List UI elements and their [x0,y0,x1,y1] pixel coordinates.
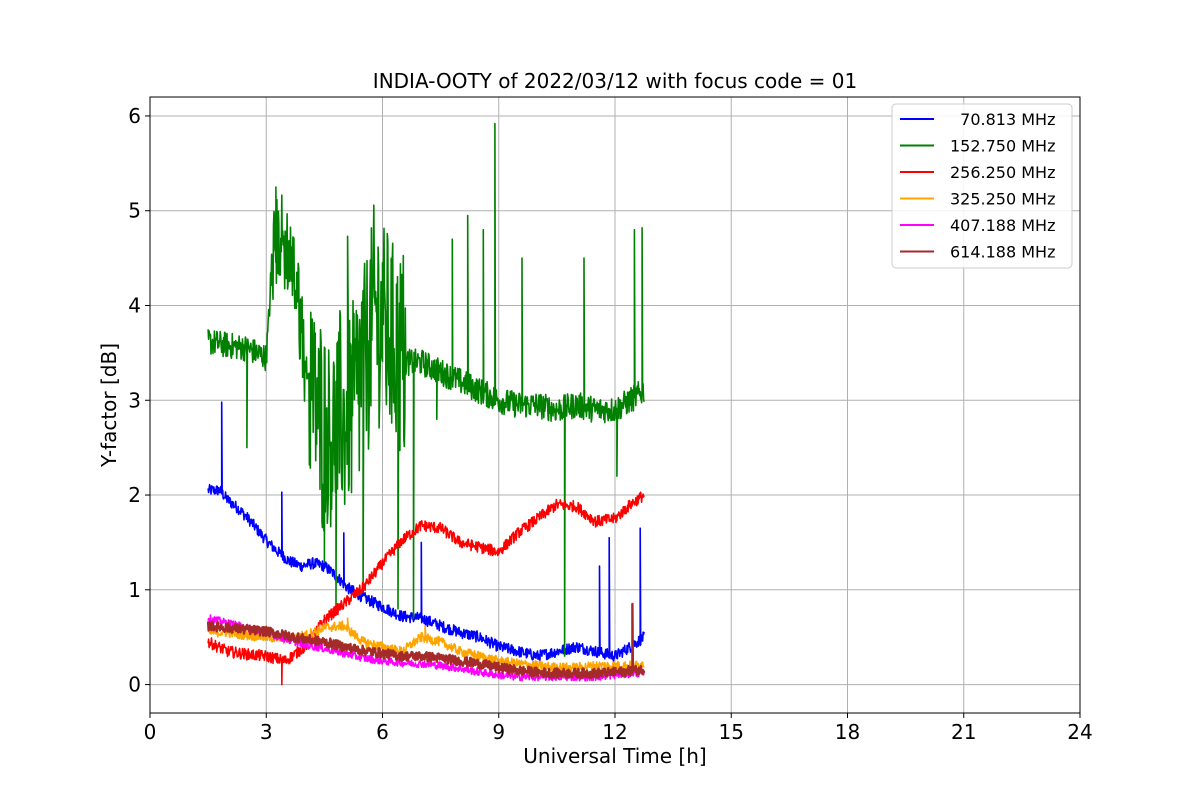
series-line [207,614,645,682]
plot-lines [206,122,646,686]
series-line [207,122,645,657]
x-axis-label: Universal Time [h] [523,744,706,768]
y-tick-label: 5 [128,199,141,223]
y-tick-label: 4 [128,293,141,317]
legend-entry-label: 407.188 MHz [950,216,1055,235]
legend-box [891,103,1073,269]
y-tick-label: 3 [128,388,141,412]
series-line [207,491,645,686]
legend-entry-label: 256.250 MHz [950,163,1055,182]
x-tick-label: 6 [376,720,389,744]
y-tick-label: 0 [128,673,141,697]
x-tick-label: 24 [1067,720,1092,744]
x-tick-label: 21 [951,720,976,744]
legend-entry-label: 325.250 MHz [950,190,1055,209]
y-tick-label: 2 [128,483,141,507]
x-tick-label: 3 [260,720,273,744]
y-axis-label: Y-factor [dB] [97,343,121,468]
x-axis-ticks: 0 3 6 9 12 15 18 21 24 [144,713,1093,744]
x-tick-label: 15 [719,720,744,744]
y-tick-label: 1 [128,578,141,602]
y-tick-label: 6 [128,104,141,128]
x-tick-label: 12 [602,720,627,744]
legend: 70.813 MHz 152.750 MHz 256.250 MHz 325.250 … [891,103,1073,269]
legend-entry-label: 614.188 MHz [950,243,1055,262]
x-tick-label: 18 [835,720,860,744]
legend-entry-label: 70.813 MHz [950,110,1055,129]
chart-title: INDIA-OOTY of 2022/03/12 with focus code… [373,69,857,93]
x-tick-label: 0 [144,720,157,744]
legend-entry-label: 152.750 MHz [950,137,1055,156]
x-tick-label: 9 [492,720,505,744]
y-axis-ticks: 0 1 2 3 4 5 6 [128,104,150,697]
series-line [206,602,646,680]
series-line [207,401,645,662]
